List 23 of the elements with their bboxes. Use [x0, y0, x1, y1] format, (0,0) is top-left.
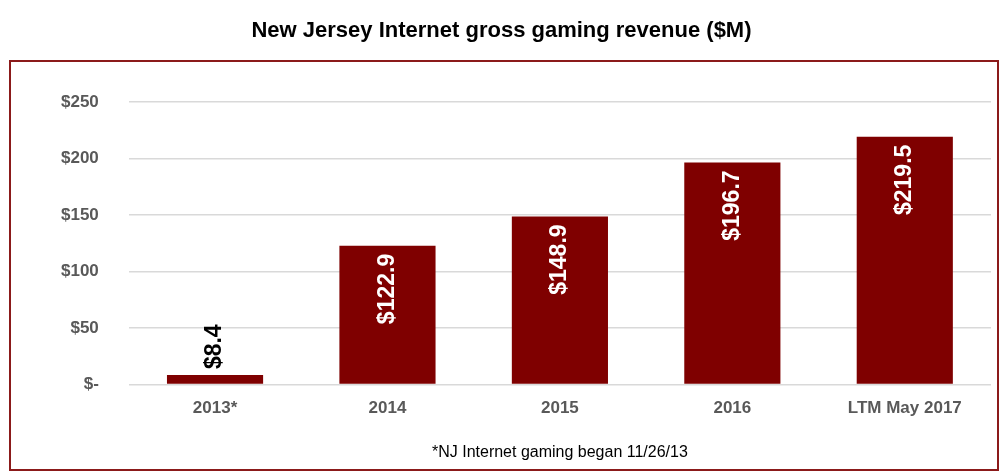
bar — [856, 136, 953, 384]
y-tick-label: $50 — [70, 317, 99, 337]
data-label: $196.7 — [717, 170, 744, 241]
y-tick-label: $250 — [60, 91, 99, 111]
y-tick-label: $150 — [60, 204, 99, 224]
chart-title: New Jersey Internet gross gaming revenue ($M) — [250, 16, 753, 44]
bar — [511, 216, 608, 384]
x-tick-label: 2016 — [713, 398, 752, 418]
y-tick-label: $- — [83, 374, 99, 394]
bar — [339, 245, 436, 384]
x-tick-label: LTM May 2017 — [847, 398, 962, 418]
x-tick-label: 2013* — [192, 398, 238, 418]
data-label: $148.9 — [545, 224, 572, 295]
bar — [166, 375, 264, 384]
data-label: $219.5 — [890, 144, 917, 216]
text: *NJ Internet gaming began 11/26/13 — [431, 443, 688, 461]
data-label: $122.9 — [372, 253, 399, 325]
bar — [684, 162, 781, 384]
x-tick-label: 2014 — [368, 398, 407, 418]
y-tick-label: $100 — [60, 261, 99, 281]
data-label: $8.4 — [200, 324, 227, 370]
y-tick-label: $200 — [60, 148, 99, 168]
x-tick-label: 2015 — [541, 398, 579, 418]
